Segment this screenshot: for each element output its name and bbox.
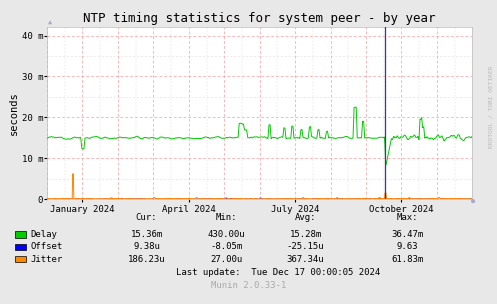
Text: 186.23u: 186.23u [128, 254, 166, 264]
Text: Cur:: Cur: [136, 213, 158, 223]
Y-axis label: seconds: seconds [9, 92, 19, 135]
Text: ●: ● [471, 198, 475, 204]
Text: Max:: Max: [397, 213, 418, 223]
Text: Delay: Delay [31, 230, 58, 239]
Text: 27.00u: 27.00u [210, 254, 242, 264]
Text: 15.36m: 15.36m [131, 230, 163, 239]
Text: Avg:: Avg: [295, 213, 317, 223]
Text: Jitter: Jitter [31, 254, 63, 264]
Text: -8.05m: -8.05m [210, 242, 242, 251]
Text: 367.34u: 367.34u [287, 254, 325, 264]
Text: 36.47m: 36.47m [392, 230, 423, 239]
Text: 61.83m: 61.83m [392, 254, 423, 264]
Text: Offset: Offset [31, 242, 63, 251]
Text: 430.00u: 430.00u [207, 230, 245, 239]
Text: 9.38u: 9.38u [133, 242, 160, 251]
Text: Min:: Min: [215, 213, 237, 223]
Text: RRDTOOL / TOBI OETIKER: RRDTOOL / TOBI OETIKER [489, 65, 494, 148]
Text: -25.15u: -25.15u [287, 242, 325, 251]
Text: Last update:  Tue Dec 17 00:00:05 2024: Last update: Tue Dec 17 00:00:05 2024 [176, 268, 380, 277]
Text: ▲: ▲ [48, 20, 53, 26]
Text: 9.63: 9.63 [397, 242, 418, 251]
Text: Munin 2.0.33-1: Munin 2.0.33-1 [211, 281, 286, 290]
Text: 15.28m: 15.28m [290, 230, 322, 239]
Title: NTP timing statistics for system peer - by year: NTP timing statistics for system peer - … [83, 12, 436, 25]
